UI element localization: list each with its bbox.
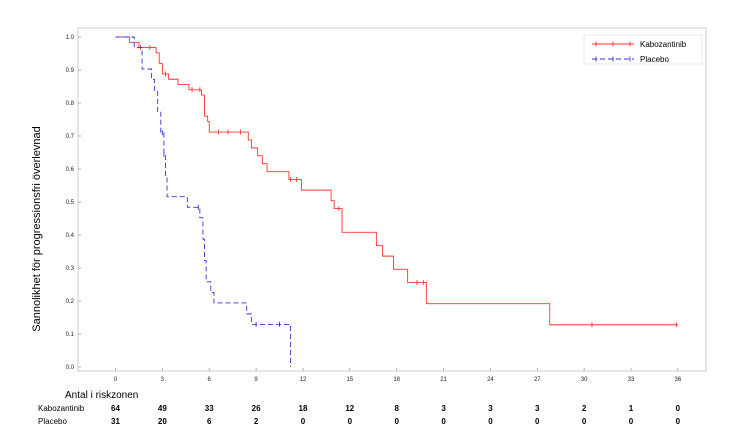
risk-cell: 0 — [441, 417, 446, 426]
risk-cell: 31 — [111, 417, 120, 426]
x-tick-label: 21 — [440, 377, 447, 383]
series-line-kabozantinib — [115, 36, 678, 326]
risk-cell: 0 — [582, 417, 587, 426]
risk-cell: 2 — [582, 404, 587, 413]
risk-table: Antal i riskzonen Kabozantinib 64 49 33 26 18… — [38, 390, 681, 426]
risk-cell: 8 — [394, 404, 399, 413]
risk-cell: 33 — [205, 404, 214, 413]
risk-cell: 0 — [348, 417, 353, 426]
y-tick-label: 0.1 — [66, 332, 75, 338]
x-tick-label: 0 — [114, 377, 118, 383]
y-tick-label: 0.4 — [66, 233, 75, 239]
y-tick-label: 0.6 — [66, 167, 75, 173]
y-tick-label: 1.0 — [66, 35, 75, 41]
risk-cell: 2 — [254, 417, 259, 426]
legend: Kabozantinib Placebo — [583, 34, 703, 65]
risk-cell: 18 — [299, 404, 308, 413]
risk-row-label: Placebo — [38, 417, 67, 426]
x-tick-label: 33 — [628, 377, 635, 383]
risk-cell: 6 — [207, 417, 212, 426]
risk-cell: 1 — [629, 404, 634, 413]
x-tick-label: 6 — [208, 377, 212, 383]
plot-frame — [77, 27, 707, 372]
risk-cell: 3 — [441, 404, 446, 413]
x-tick-label: 18 — [393, 377, 400, 383]
series-line-placebo — [115, 36, 291, 367]
risk-table-title: Antal i riskzonen — [65, 390, 138, 401]
risk-cell: 64 — [111, 404, 120, 413]
y-tick-label: 0.8 — [66, 101, 75, 107]
series-layer — [115, 36, 678, 367]
y-tick-label: 0.3 — [66, 266, 75, 272]
legend-label: Kabozantinib — [640, 40, 687, 49]
risk-cell: 0 — [676, 404, 681, 413]
y-tick-label: 0.5 — [66, 200, 75, 206]
risk-cell: 0 — [301, 417, 306, 426]
risk-cell: 0 — [535, 417, 540, 426]
risk-cell: 49 — [158, 404, 167, 413]
x-tick-label: 12 — [300, 377, 307, 383]
y-tick-label: 0.9 — [66, 68, 75, 74]
y-axis: 0.0 0.1 0.2 0.3 0.4 0.5 0.6 0.7 0.8 0.9 1.0 — [66, 35, 81, 371]
risk-row-label: Kabozantinib — [38, 404, 85, 413]
x-tick-label: 3 — [161, 377, 165, 383]
y-tick-label: 0.7 — [66, 134, 75, 140]
x-axis: 0 3 6 9 12 15 18 21 24 27 30 33 36 — [114, 368, 682, 383]
x-tick-label: 30 — [581, 377, 588, 383]
y-tick-label: 0.2 — [66, 299, 75, 305]
x-tick-label: 9 — [254, 377, 258, 383]
risk-cell: 3 — [488, 404, 493, 413]
risk-cell: 0 — [629, 417, 634, 426]
legend-items: Kabozantinib Placebo — [592, 40, 687, 64]
y-tick-label: 0.0 — [66, 365, 75, 371]
risk-cell: 0 — [676, 417, 681, 426]
risk-cell: 0 — [394, 417, 399, 426]
x-tick-label: 15 — [346, 377, 353, 383]
x-tick-label: 24 — [487, 377, 494, 383]
risk-cell: 3 — [535, 404, 540, 413]
risk-cell: 12 — [345, 404, 354, 413]
x-tick-label: 27 — [534, 377, 541, 383]
risk-cell: 20 — [158, 417, 167, 426]
y-axis-label: Sannolikhet för progressionsfri överlevn… — [31, 126, 43, 331]
risk-cell: 26 — [252, 404, 261, 413]
risk-cell: 0 — [488, 417, 493, 426]
legend-label: Placebo — [640, 55, 669, 64]
x-tick-label: 36 — [675, 377, 682, 383]
